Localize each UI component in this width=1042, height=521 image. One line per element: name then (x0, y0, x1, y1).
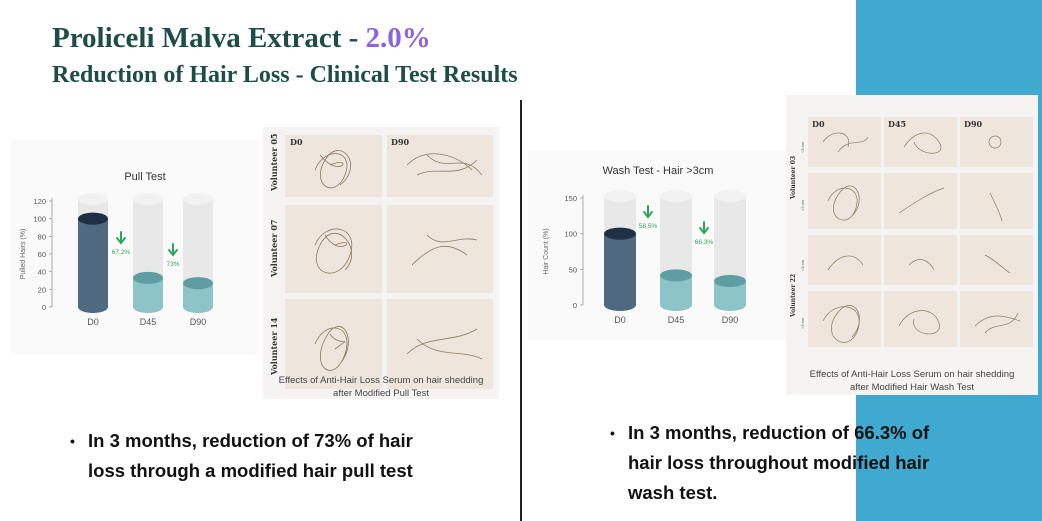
page-title: Proliceli Malva Extract - 2.0% (52, 22, 431, 54)
reduction-label: 66,3% (695, 239, 714, 246)
x-tick-label: D45 (668, 315, 685, 325)
y-tick-label: 60 (38, 250, 46, 259)
reduction-arrow-icon (699, 221, 709, 235)
pull-test-photo-caption: Effects of Anti-Hair Loss Serum on hair … (278, 375, 484, 399)
reduction-arrow-icon (116, 231, 126, 245)
y-tick-label: 0 (573, 301, 577, 310)
photo-row-label-v22: Volunteer 22 (790, 273, 797, 317)
bar-background-cap (604, 190, 636, 202)
wash-test-photos-panel: D0 D45 D90 Volunteer 03 Volunteer 22 <3 … (786, 95, 1038, 395)
photo-v22-d45-long (884, 291, 957, 347)
y-tick-label: 100 (564, 230, 577, 239)
wash-test-photo-caption: Effects of Anti-Hair Loss Serum on hair … (809, 369, 1015, 393)
bar-background-cap (133, 193, 163, 205)
x-tick-label: D0 (614, 315, 626, 325)
photo-row-label-v14: Volunteer 14 (269, 317, 279, 376)
reduction-label: 73% (166, 261, 179, 268)
photo-v22-d45-short (884, 235, 957, 285)
bar-cap (133, 271, 163, 284)
photo-col-label-d45: D45 (888, 119, 907, 129)
bar-cap (183, 277, 213, 290)
photo-v03-d0-short (808, 117, 881, 167)
photo-col-label-d90: D90 (391, 137, 410, 147)
photo-v07-d90 (387, 205, 493, 293)
photo-row-label-v05: Volunteer 05 (269, 133, 279, 192)
reduction-label: 67,2% (112, 249, 131, 256)
photo-v03-d90-short (960, 117, 1033, 167)
bar-d0 (78, 218, 108, 307)
x-tick-label: D90 (190, 317, 207, 327)
photo-v22-d90-short (960, 235, 1033, 285)
photo-v14-d90 (387, 299, 493, 389)
size-label: <3 cm (800, 259, 805, 271)
bullet-pull-test: • In 3 months, reduction of 73% of hair … (70, 426, 508, 486)
bar-background-cap (183, 193, 213, 205)
photo-v05-d90 (387, 135, 493, 197)
reduction-arrow-icon (643, 205, 653, 219)
bar-d0 (604, 233, 636, 305)
photo-v03-d0-long (808, 173, 881, 229)
bar-cap (714, 274, 746, 287)
y-tick-label: 20 (38, 285, 46, 294)
chart-title: Pull Test (124, 171, 165, 183)
pull-test-photos-panel: D0 D90 Volunteer 05 Volunteer 07 Volunte… (263, 127, 499, 399)
wash-test-chart-panel: Wash Test - Hair >3cm Hair Count (%) 0 50 10… (528, 150, 788, 340)
bullet-wash-test: • In 3 months, reduction of 66.3% of hai… (610, 418, 1028, 508)
bar-cap (78, 212, 108, 225)
bar-background-cap (660, 190, 692, 202)
pull-test-chart-panel: Pull Test Pulled Hairs (%) 0 20 40 60 80 100 120… (10, 140, 260, 355)
y-axis-label: Hair Count (%) (543, 228, 550, 274)
y-tick-label: 150 (564, 194, 577, 203)
photo-v03-d90-long (960, 173, 1033, 229)
bar-d90 (183, 283, 213, 307)
x-tick-label: D45 (140, 317, 157, 327)
y-tick-label: 120 (33, 197, 46, 206)
photo-v03-d45-short (884, 117, 957, 167)
bullet-marker: • (70, 433, 75, 449)
y-tick-label: 40 (38, 268, 46, 277)
photo-v07-d0 (285, 205, 382, 293)
pull-test-chart: Pull Test Pulled Hairs (%) 0 20 40 60 80 100 120… (20, 171, 213, 327)
photo-v05-d0 (285, 135, 382, 197)
y-tick-label: 100 (33, 215, 46, 224)
bar-cap (604, 227, 636, 240)
photo-row-label-v07: Volunteer 07 (269, 219, 279, 278)
page-subtitle: Reduction of Hair Loss - Clinical Test R… (52, 62, 518, 88)
wash-test-chart: Wash Test - Hair >3cm Hair Count (%) 0 50 10… (543, 165, 746, 325)
size-label: >3 cm (800, 317, 805, 329)
size-label: <3 cm (800, 141, 805, 153)
size-label: >3 cm (800, 199, 805, 211)
photo-v22-d90-long (960, 291, 1033, 347)
photo-v22-d0-short (808, 235, 881, 285)
y-tick-label: 0 (42, 303, 46, 312)
photo-v03-d45-long (884, 173, 957, 229)
y-axis-label: Pulled Hairs (%) (20, 229, 27, 280)
bar-cap (660, 269, 692, 282)
bar-background-cap (714, 190, 746, 202)
x-tick-label: D0 (87, 317, 99, 327)
photo-v22-d0-long (808, 291, 881, 347)
y-tick-label: 80 (38, 232, 46, 241)
bullet-marker: • (610, 425, 615, 441)
photo-col-label-d0: D0 (812, 119, 825, 129)
reduction-label: 58,5% (639, 223, 658, 230)
photo-col-label-d0: D0 (290, 137, 303, 147)
section-divider (520, 100, 522, 521)
chart-title: Wash Test - Hair >3cm (603, 165, 714, 177)
photo-col-label-d90: D90 (964, 119, 983, 129)
y-tick-label: 50 (569, 265, 577, 274)
concentration-highlight: 2.0% (365, 22, 431, 54)
bar-background-cap (78, 193, 108, 205)
photo-row-label-v03: Volunteer 03 (790, 155, 797, 199)
photo-v14-d0 (285, 299, 382, 389)
reduction-arrow-icon (168, 243, 178, 257)
x-tick-label: D90 (722, 315, 739, 325)
